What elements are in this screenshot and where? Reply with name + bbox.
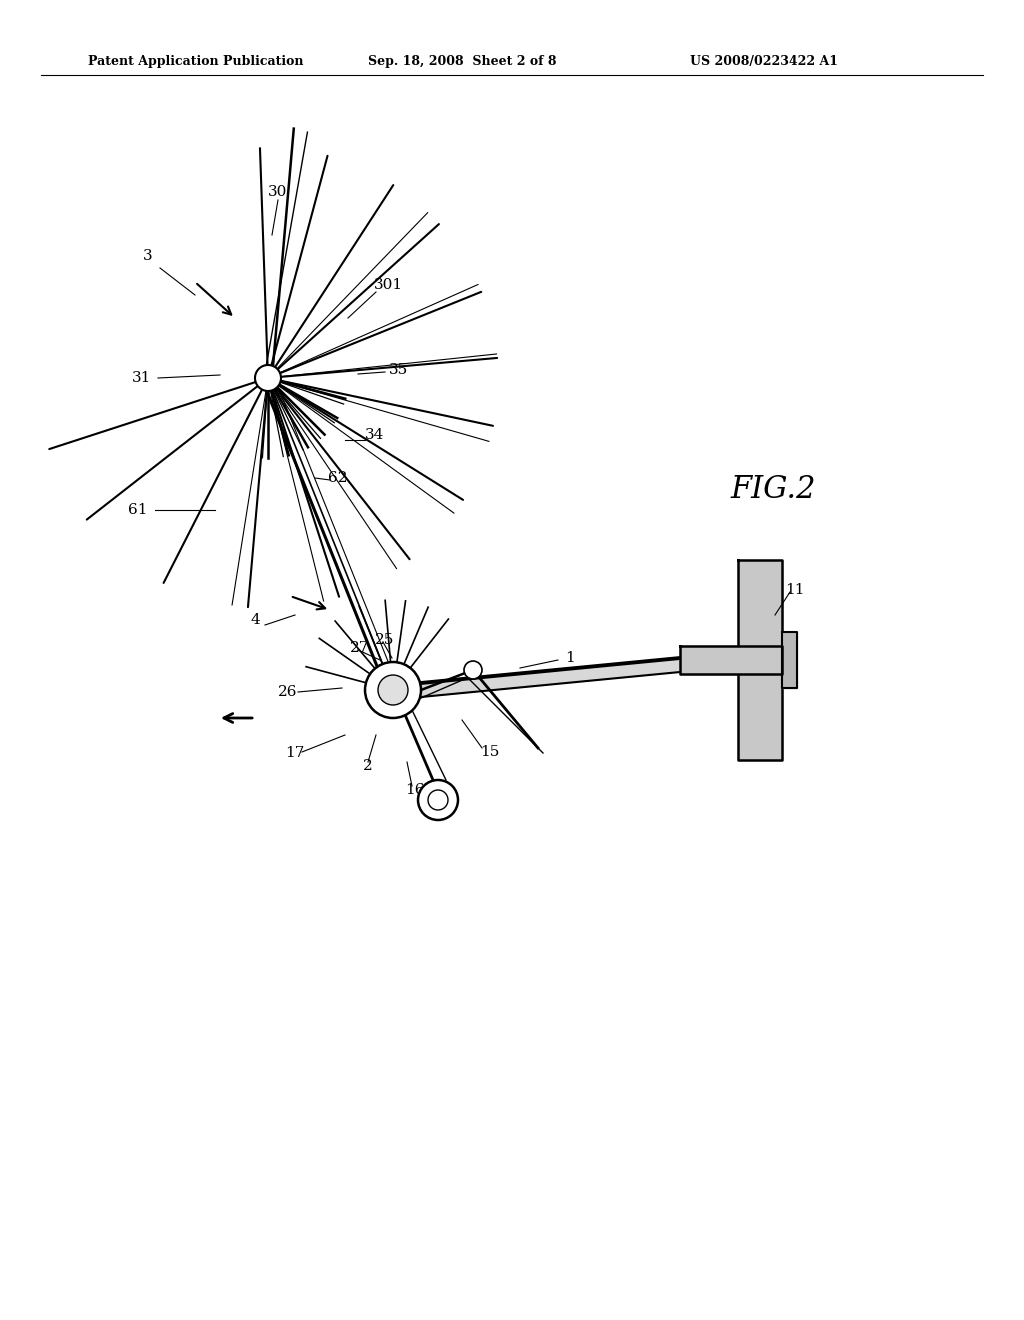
- Text: 34: 34: [366, 428, 385, 442]
- Text: Patent Application Publication: Patent Application Publication: [88, 55, 303, 69]
- Circle shape: [464, 661, 482, 678]
- Text: Sep. 18, 2008  Sheet 2 of 8: Sep. 18, 2008 Sheet 2 of 8: [368, 55, 556, 69]
- Text: 62: 62: [329, 471, 348, 484]
- Text: 1: 1: [565, 651, 574, 665]
- Text: US 2008/0223422 A1: US 2008/0223422 A1: [690, 55, 838, 69]
- Text: 30: 30: [268, 185, 288, 199]
- Polygon shape: [738, 560, 782, 760]
- Circle shape: [418, 780, 458, 820]
- Text: 15: 15: [480, 744, 500, 759]
- Text: 4: 4: [250, 612, 260, 627]
- Polygon shape: [680, 645, 782, 675]
- Text: 16: 16: [406, 783, 425, 797]
- Text: 17: 17: [286, 746, 305, 760]
- Text: 31: 31: [132, 371, 152, 385]
- Circle shape: [365, 663, 421, 718]
- Circle shape: [255, 366, 281, 391]
- Text: FIG.2: FIG.2: [730, 474, 815, 506]
- Text: 301: 301: [374, 279, 402, 292]
- Text: 3: 3: [143, 249, 153, 263]
- Text: 11: 11: [785, 583, 805, 597]
- Circle shape: [378, 675, 408, 705]
- Polygon shape: [421, 653, 732, 697]
- Polygon shape: [782, 632, 797, 688]
- Text: 61: 61: [128, 503, 147, 517]
- Text: 35: 35: [388, 363, 408, 378]
- Text: 2: 2: [364, 759, 373, 774]
- Text: 27: 27: [350, 642, 370, 655]
- Text: 25: 25: [376, 634, 394, 647]
- Text: 26: 26: [279, 685, 298, 700]
